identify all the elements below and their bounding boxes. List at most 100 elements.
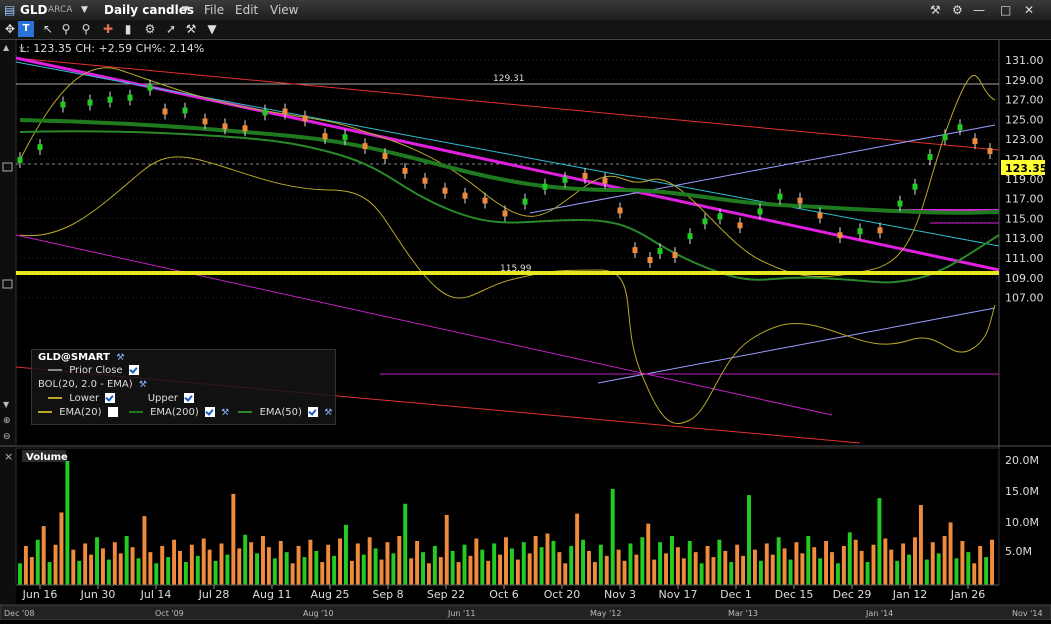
line-draw-icon[interactable]: ➚: [165, 22, 177, 36]
dropdown-arrow-icon[interactable]: ▼: [207, 22, 217, 36]
resize-icon[interactable]: ✥: [4, 22, 16, 36]
volume-bar: [456, 562, 461, 585]
legend-title-row: GLD@SMART ⚒: [38, 352, 124, 364]
lower-checkbox[interactable]: [105, 393, 116, 403]
candle-body: [162, 108, 168, 115]
candle-body: [927, 154, 933, 160]
prior-close-checkbox[interactable]: [128, 365, 139, 375]
volume-bar: [59, 512, 64, 585]
ema50-settings-icon[interactable]: ⚒: [324, 408, 333, 418]
volume-bar: [403, 503, 408, 585]
volume-bar: [918, 505, 923, 585]
maximize-icon[interactable]: □: [1000, 3, 1012, 17]
menu-view[interactable]: View: [270, 3, 299, 17]
volume-bar: [314, 550, 319, 585]
volume-bar: [118, 553, 123, 585]
volume-title: Volume: [26, 452, 68, 463]
candle-body: [522, 198, 528, 205]
minimize-icon[interactable]: —: [973, 3, 985, 17]
date-tick: Dec 1: [720, 588, 752, 601]
volume-close-icon[interactable]: ×: [4, 450, 13, 463]
volume-bar: [545, 533, 550, 585]
volume-tick: 15.0M: [1005, 485, 1039, 498]
text-tool-icon[interactable]: T: [18, 21, 34, 37]
side-button[interactable]: [2, 279, 13, 289]
candle-body: [647, 257, 653, 263]
ema20-checkbox[interactable]: [107, 407, 118, 417]
magenta-trendline: [15, 56, 1000, 272]
price-tick: 125.00: [1005, 113, 1044, 126]
settings-icon[interactable]: ⚙: [952, 3, 963, 17]
volume-bar: [95, 537, 99, 585]
left-strip: [0, 40, 16, 620]
wrench-tool-icon[interactable]: ⚒: [185, 22, 197, 36]
volume-bar: [53, 544, 58, 585]
lower-label: Lower: [69, 393, 100, 404]
scroll-up-icon[interactable]: ▲: [3, 43, 10, 52]
chart-area[interactable]: L: 123.35 CH: +2.59 CH%: 2.14% × 129.31 …: [0, 40, 1051, 621]
navigator-tick: Mar '13: [728, 609, 758, 618]
side-tool-icon[interactable]: ⊕: [3, 416, 11, 426]
candle-body: [382, 153, 388, 159]
dropdown-caret-icon[interactable]: ▼: [81, 5, 88, 15]
volume-bar: [361, 554, 366, 585]
volume-bar: [100, 548, 105, 585]
ema50-checkbox[interactable]: [308, 407, 319, 417]
scroll-down-icon[interactable]: ▼: [3, 400, 10, 409]
ema200-line: [19, 118, 1000, 215]
candle-body: [147, 84, 153, 91]
volume-bar: [907, 554, 912, 585]
volume-bar: [498, 554, 503, 585]
candle-body: [262, 109, 268, 116]
date-tick: Dec 15: [775, 588, 814, 601]
candle-body: [817, 212, 823, 219]
volume-bar: [883, 538, 888, 585]
close-icon[interactable]: ✕: [1024, 3, 1035, 17]
menu-edit[interactable]: Edit: [235, 3, 259, 17]
volume-bar: [664, 553, 668, 585]
volume-bar: [764, 543, 769, 585]
volume-bar: [575, 513, 580, 585]
menu-file[interactable]: File: [204, 3, 225, 17]
navigator-tick: May '12: [590, 609, 621, 618]
upper-checkbox[interactable]: [184, 393, 195, 403]
prior-close-swatch: [48, 369, 62, 371]
ema50-label: EMA(50): [259, 407, 302, 418]
volume-bar: [587, 550, 591, 585]
date-tick: Nov 17: [659, 588, 698, 601]
candle-body: [877, 227, 883, 234]
candle-body: [322, 133, 328, 140]
volume-bar: [201, 538, 206, 585]
period-dropdown[interactable]: Daily candles: [104, 3, 195, 17]
candle-body: [897, 200, 903, 207]
crosshair-icon[interactable]: ✚: [102, 22, 114, 36]
marker-115-label: 115.99: [500, 264, 532, 274]
volume-bar: [924, 559, 929, 585]
date-tick: Jun 16: [22, 588, 58, 601]
candle-body: [717, 213, 723, 220]
legend-settings-icon[interactable]: ⚒: [116, 353, 125, 363]
side-tool-icon[interactable]: ⊖: [3, 432, 11, 442]
volume-bar: [290, 563, 295, 585]
price-chart[interactable]: L: 123.35 CH: +2.59 CH%: 2.14% × 129.31 …: [0, 40, 1051, 621]
zoom-in-icon[interactable]: ⚲: [61, 22, 71, 36]
volume-bar: [527, 553, 532, 585]
ema200-checkbox[interactable]: [204, 407, 215, 417]
volume-bar: [551, 540, 556, 585]
bol-settings-icon[interactable]: ⚒: [138, 380, 147, 390]
date-tick: Jan 12: [892, 588, 927, 601]
close-x-icon[interactable]: ×: [18, 45, 26, 55]
period-caret-icon[interactable]: ▼: [182, 5, 189, 15]
ema20-swatch: [38, 411, 52, 413]
ema200-settings-icon[interactable]: ⚒: [221, 408, 230, 418]
fork-icon[interactable]: ⚙: [144, 22, 156, 36]
zoom-out-icon[interactable]: ⚲: [81, 22, 91, 36]
volume-bar: [652, 559, 657, 585]
volume-bar: [877, 498, 882, 585]
bar-chart-icon[interactable]: ▮: [124, 22, 132, 36]
exchange-label: ARCA: [48, 5, 73, 15]
symbol-label[interactable]: GLD: [20, 3, 48, 17]
side-button[interactable]: [2, 162, 13, 172]
pointer-icon[interactable]: ↖: [42, 22, 54, 36]
wrench-icon[interactable]: ⚒: [930, 3, 941, 17]
